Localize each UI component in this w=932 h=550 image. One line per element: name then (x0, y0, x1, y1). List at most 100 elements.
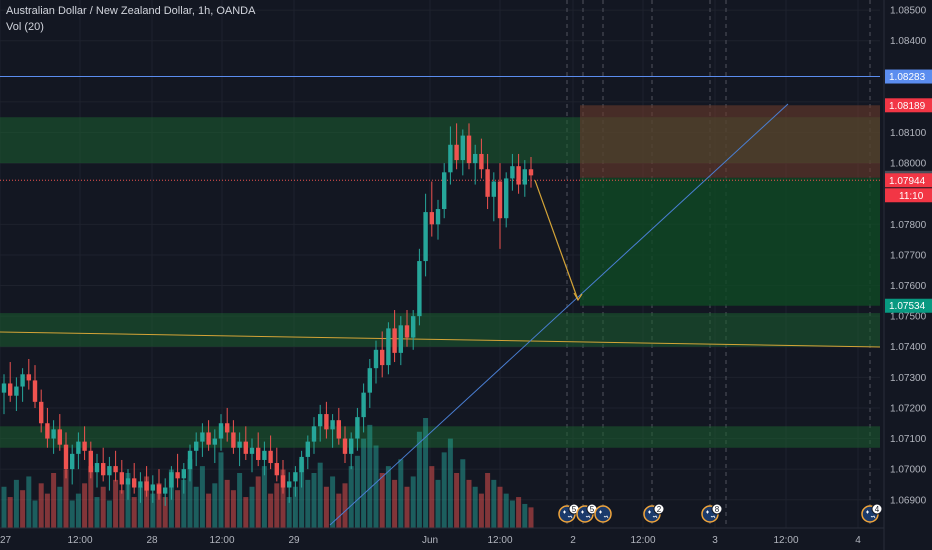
candle (497, 163, 503, 249)
candle-body (163, 487, 168, 494)
candle (181, 463, 186, 494)
volume-bar (392, 479, 398, 528)
candle (45, 407, 50, 448)
candle (14, 377, 19, 412)
candle-body (336, 420, 341, 439)
candle-body (8, 383, 13, 396)
volume-bar (230, 490, 236, 528)
event-count-text: 4 (875, 505, 880, 514)
volume-bar (237, 473, 243, 528)
volume-bar (181, 479, 187, 528)
candle (237, 432, 242, 467)
candle-body (504, 178, 509, 219)
candle (94, 453, 100, 488)
price-label: 1.08189 (885, 98, 932, 113)
volume-bar (497, 486, 503, 528)
candle (76, 432, 81, 470)
volume-bar (404, 486, 410, 528)
candle-body (330, 420, 335, 430)
candle (528, 157, 534, 188)
candle (355, 407, 360, 451)
volume-bar (1, 486, 7, 528)
candle-body (473, 153, 478, 164)
volume-bar (113, 479, 119, 528)
event-count-badge (653, 503, 665, 515)
y-tick-label: 1.07800 (890, 220, 927, 231)
take-profit-zone (580, 177, 880, 306)
volume-indicator-label[interactable]: Vol (20) (6, 21, 44, 33)
candle (138, 472, 143, 503)
event-flag-detail (603, 515, 609, 519)
candle (144, 466, 149, 497)
volume-bar (63, 469, 69, 528)
volume-bar (150, 493, 156, 528)
x-tick-label: 28 (146, 535, 158, 546)
x-tick-label: 29 (288, 535, 300, 546)
volume-bar (26, 476, 32, 528)
candle (132, 463, 137, 494)
price-label: 1.08283 (885, 69, 932, 84)
y-tick-label: 1.07600 (890, 281, 927, 292)
volume-bar (528, 507, 534, 528)
volume-bar (261, 466, 267, 528)
volume-bar (447, 438, 453, 528)
volume-bar (32, 500, 38, 528)
calendar-event-marker (594, 505, 612, 523)
candle-body (287, 481, 292, 488)
volume-bar (274, 483, 280, 528)
projection-arrow (534, 180, 579, 301)
volume-bar (379, 473, 385, 528)
candle (324, 401, 329, 439)
volume-bar (317, 462, 323, 528)
candle-body (435, 209, 441, 225)
volume-bar (125, 473, 131, 528)
candle-body (311, 426, 317, 442)
candle-body (144, 481, 149, 491)
candle-body (26, 374, 31, 381)
candle (200, 423, 205, 457)
price-label: 1.07944 (885, 173, 932, 188)
event-flag-detail (652, 515, 658, 519)
candle-body (132, 478, 137, 488)
candle-body (125, 478, 131, 485)
volume-bar (20, 490, 26, 528)
candle-body (454, 144, 459, 161)
volume-bar (162, 497, 168, 528)
candle (256, 432, 261, 467)
candle (169, 466, 174, 500)
price-label-bg (885, 173, 932, 188)
volume-bar (137, 486, 143, 528)
candle (491, 172, 496, 222)
candle-body (411, 316, 416, 338)
volume-bar (7, 497, 13, 528)
candle (398, 316, 403, 366)
candle (448, 126, 453, 185)
candle-body (70, 453, 75, 470)
x-tick-label: 12:00 (630, 535, 655, 546)
volume-bar (249, 486, 255, 528)
volume-bar (193, 486, 199, 528)
volume-bar (485, 473, 491, 528)
candle (119, 459, 124, 494)
candle-body (318, 414, 323, 427)
projection-arrow-head (573, 292, 583, 302)
candle (26, 358, 31, 390)
volume-bar (224, 479, 230, 528)
candle (460, 129, 465, 176)
candle (51, 420, 56, 454)
y-tick-label: 1.08100 (890, 128, 927, 139)
candle-body (417, 261, 422, 317)
volume-bar (522, 503, 528, 528)
volume-bar (305, 479, 311, 528)
support-zone (0, 426, 880, 448)
volume-bar (82, 483, 88, 528)
candle (411, 310, 416, 350)
calendar-event-marker: 8 (701, 503, 723, 523)
volume-bar (100, 486, 106, 528)
volume-bar (75, 493, 81, 528)
candle-body (200, 432, 205, 442)
candle (231, 420, 236, 454)
candle (386, 322, 391, 375)
volume-bar (416, 431, 422, 528)
